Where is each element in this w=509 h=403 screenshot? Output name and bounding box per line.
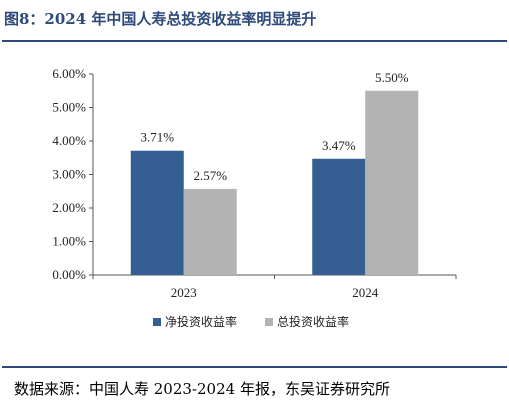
legend-label: 总投资收益率: [277, 314, 349, 329]
y-tick-label: 4.00%: [52, 133, 86, 148]
top-rule: [2, 40, 507, 42]
x-tick-label: 2023: [171, 285, 197, 300]
bar-净投资收益率-2023: [130, 150, 184, 275]
bottom-rule: [2, 366, 507, 368]
legend-swatch: [265, 318, 273, 326]
figure-title: 图8：2024 年中国人寿总投资收益率明显提升: [4, 10, 317, 28]
source-note: 数据来源：中国人寿 2023-2024 年报，东吴证券研究所: [14, 380, 390, 398]
bar-chart: 0.00% 1.00% 2.00% 3.00% 4.00% 5.00% 6.00% 3.71%…: [52, 66, 457, 329]
y-tick-label: 2.00%: [52, 200, 86, 215]
legend-swatch: [153, 318, 161, 326]
data-label: 2.57%: [193, 168, 227, 183]
y-tick-label: 3.00%: [52, 167, 86, 182]
y-tick-label: 1.00%: [52, 234, 86, 249]
data-label: 3.47%: [322, 138, 356, 153]
data-label: 5.50%: [375, 70, 409, 85]
y-tick-label: 0.00%: [52, 267, 86, 282]
bar-总投资收益率-2024: [365, 90, 419, 275]
bar-净投资收益率-2024: [312, 158, 366, 275]
y-tick-label: 6.00%: [52, 66, 86, 81]
legend-label: 净投资收益率: [165, 314, 237, 329]
data-label: 3.71%: [140, 130, 174, 145]
y-tick-label: 5.00%: [52, 100, 86, 115]
x-tick-label: 2024: [352, 285, 379, 300]
bar-总投资收益率-2023: [183, 188, 237, 275]
